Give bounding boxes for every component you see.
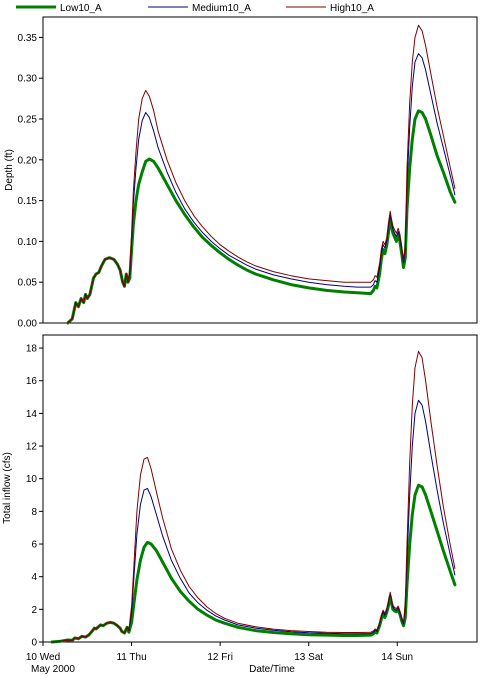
bottom-y-tick-label: 2 xyxy=(31,605,37,616)
bottom-panel: 0 2 4 6 8 10 12 14 16 18 10 Wed 11 Thu 12 Fri 13 Sat… xyxy=(2,334,478,675)
legend-item-medium: Medium10_A xyxy=(148,3,251,14)
top-panel: 0.00 0.05 0.10 0.15 0.20 0.25 0.30 0.35 Depth (… xyxy=(4,16,478,330)
legend-item-high: High10_A xyxy=(286,3,374,14)
bottom-series-high10-a xyxy=(51,350,456,643)
top-y-tick-label: 0.20 xyxy=(18,155,38,166)
bottom-x-ticks: 10 Wed 11 Thu 12 Fri 13 Sat 14 Sun xyxy=(26,642,413,663)
bottom-series-lines xyxy=(50,350,457,644)
bottom-plot-frame xyxy=(42,334,478,643)
bottom-y-axis-label: Total inflow (cfs) xyxy=(2,452,13,524)
top-series-low10-a xyxy=(66,109,457,325)
bottom-y-tick-label: 10 xyxy=(26,474,38,485)
top-y-tick-label: 0.15 xyxy=(18,196,38,207)
top-series-high10-a xyxy=(67,24,456,324)
bottom-x-tick-label: 11 Thu xyxy=(116,652,146,663)
top-y-axis-label: Depth (ft) xyxy=(4,149,15,191)
bottom-x-tick-label: 10 Wed xyxy=(26,652,60,663)
x-axis-label: Date/Time xyxy=(249,664,295,675)
top-y-ticks: 0.00 0.05 0.10 0.15 0.20 0.25 0.30 0.35 xyxy=(18,33,43,330)
bottom-x-tick-label: 13 Sat xyxy=(294,652,323,663)
bottom-y-tick-label: 8 xyxy=(31,507,37,518)
bottom-y-tick-label: 6 xyxy=(31,540,37,551)
legend-label-high: High10_A xyxy=(330,3,374,14)
legend-item-low: Low10_A xyxy=(16,3,102,14)
bottom-y-tick-label: 0 xyxy=(31,638,37,649)
top-y-tick-label: 0.00 xyxy=(18,319,38,330)
top-y-tick-label: 0.25 xyxy=(18,115,38,126)
top-y-tick-label: 0.05 xyxy=(18,278,38,289)
legend-label-low: Low10_A xyxy=(60,3,102,14)
bottom-y-tick-label: 14 xyxy=(26,409,38,420)
top-y-tick-label: 0.30 xyxy=(18,74,38,85)
top-series-lines xyxy=(66,24,457,325)
top-y-tick-label: 0.35 xyxy=(18,33,38,44)
bottom-series-low10-a xyxy=(50,483,457,644)
bottom-y-tick-label: 16 xyxy=(26,376,38,387)
top-plot-frame xyxy=(42,16,478,324)
legend: Low10_A Medium10_A High10_A xyxy=(16,3,374,14)
bottom-y-tick-label: 12 xyxy=(26,442,38,453)
legend-label-medium: Medium10_A xyxy=(192,3,251,14)
top-y-tick-label: 0.10 xyxy=(18,237,38,248)
bottom-y-tick-label: 18 xyxy=(26,344,38,355)
x-axis-month-label: May 2000 xyxy=(31,664,75,675)
bottom-y-tick-label: 4 xyxy=(31,572,37,583)
bottom-x-tick-label: 14 Sun xyxy=(381,652,413,663)
bottom-series-medium10-a xyxy=(51,399,456,643)
bottom-x-tick-label: 12 Fri xyxy=(207,652,233,663)
bottom-y-ticks: 0 2 4 6 8 10 12 14 16 18 xyxy=(26,344,43,649)
